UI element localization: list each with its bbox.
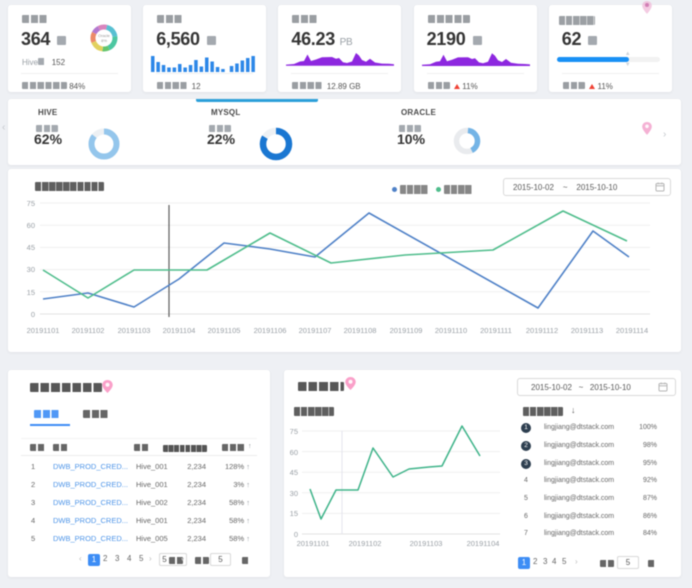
svg-text:0: 0	[294, 530, 298, 539]
svg-text:20191103: 20191103	[410, 539, 443, 548]
svg-text:0: 0	[31, 310, 35, 319]
svg-text:20191106: 20191106	[254, 326, 287, 335]
svg-text:20191104: 20191104	[163, 326, 196, 335]
svg-text:20191103: 20191103	[118, 326, 151, 335]
svg-text:30: 30	[27, 265, 35, 274]
svg-text:20191102: 20191102	[349, 539, 382, 548]
svg-text:20191111: 20191111	[480, 326, 512, 335]
svg-text:20191101: 20191101	[297, 539, 330, 548]
svg-text:20191101: 20191101	[27, 326, 60, 335]
svg-text:20191108: 20191108	[344, 326, 377, 335]
svg-text:20191102: 20191102	[72, 326, 105, 335]
svg-text:15: 15	[290, 509, 298, 518]
svg-text:60: 60	[27, 221, 35, 230]
svg-text:20191107: 20191107	[299, 326, 332, 335]
svg-text:45: 45	[27, 243, 35, 252]
svg-text:20191109: 20191109	[390, 326, 423, 335]
svg-text:45: 45	[290, 468, 298, 477]
svg-text:20191113: 20191113	[571, 326, 603, 335]
svg-text:75: 75	[27, 199, 35, 208]
svg-text:8%: 8%	[101, 38, 107, 43]
svg-text:20191110: 20191110	[435, 326, 467, 335]
svg-text:Oracle: Oracle	[98, 33, 111, 38]
svg-text:20191114: 20191114	[616, 326, 648, 335]
svg-text:60: 60	[290, 448, 298, 457]
svg-text:15: 15	[27, 288, 35, 297]
svg-text:20191112: 20191112	[526, 326, 558, 335]
svg-text:20191105: 20191105	[208, 326, 241, 335]
svg-text:30: 30	[290, 489, 298, 498]
svg-text:75: 75	[290, 427, 298, 436]
svg-text:20191104: 20191104	[467, 539, 500, 548]
